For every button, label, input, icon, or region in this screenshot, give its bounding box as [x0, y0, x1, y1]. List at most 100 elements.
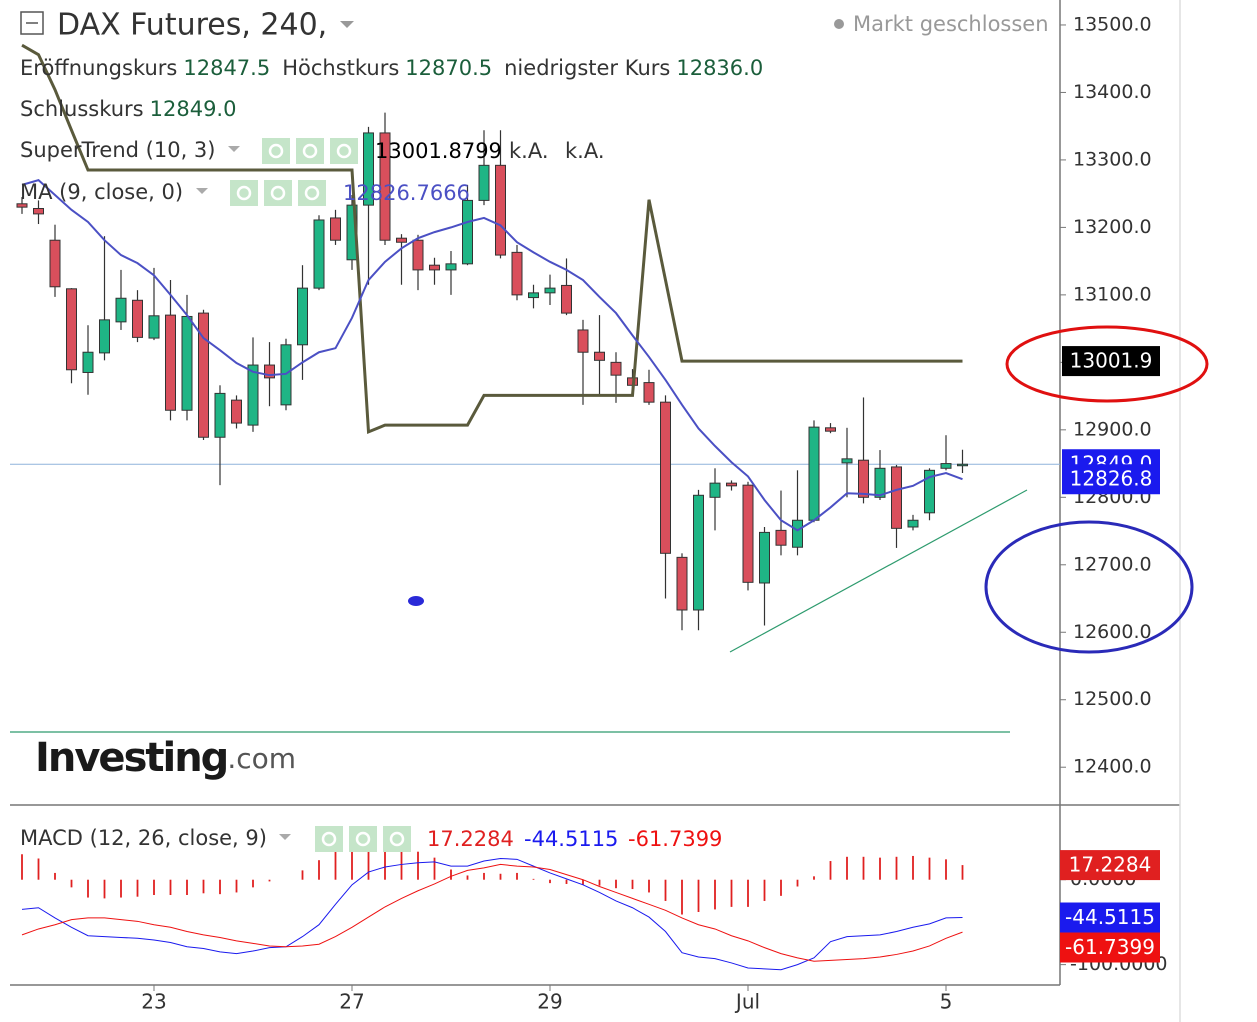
candle-body	[165, 314, 176, 411]
candle-body	[330, 217, 341, 241]
y-tick-label: 13100.0	[1073, 283, 1152, 305]
candle-body	[82, 351, 94, 373]
market-status: Markt geschlossen	[853, 12, 1049, 36]
candle-body	[511, 251, 523, 296]
indicator-value: 17.2284	[427, 827, 514, 851]
indicator-value: 12826.7666	[343, 181, 470, 205]
price-badge	[1062, 346, 1160, 377]
y-tick-label: 12600.0	[1073, 621, 1152, 643]
macd-line	[21, 857, 963, 971]
macd-line	[21, 863, 963, 962]
candle-body	[478, 164, 490, 201]
indicator-line	[21, 43, 963, 435]
candle-body	[858, 459, 869, 498]
indicator-icon[interactable]	[349, 826, 377, 852]
indicator-icon[interactable]	[264, 180, 292, 206]
candle-body	[99, 319, 110, 354]
marker-dot	[408, 596, 424, 606]
header: DAX Futures, 240, Markt geschlossen	[20, 8, 1049, 43]
indicator-name: MACD (12, 26, close, 9)	[20, 826, 267, 850]
indicator-icon[interactable]	[262, 138, 290, 164]
dropdown-arrow[interactable]	[228, 146, 240, 152]
candle-body	[115, 297, 127, 323]
y-tick-label: 13200.0	[1073, 216, 1152, 238]
candle-body	[379, 132, 391, 241]
candle-body	[132, 299, 143, 338]
candle-body	[693, 494, 704, 611]
dropdown-arrow[interactable]	[340, 21, 354, 28]
indicator-icon[interactable]	[330, 138, 358, 164]
trend-line	[729, 489, 1028, 653]
legend-value: 12849.0	[150, 97, 237, 121]
indicator-icon[interactable]	[230, 180, 258, 206]
candle-body	[841, 458, 853, 464]
indicator-icon[interactable]	[296, 138, 324, 164]
y-tick-label: 12400.0	[1073, 756, 1152, 778]
y-tick-label: 13400.0	[1073, 81, 1152, 103]
x-tick-label: 27	[339, 990, 364, 1014]
indicator-icon[interactable]	[298, 180, 326, 206]
candle-body	[891, 466, 902, 529]
ohlc-legend: Eröffnungskurs 12847.5 Höchstkurs 12870.5 ni…	[20, 56, 763, 80]
value-badge-label: 17.2284	[1069, 853, 1152, 877]
candle-body	[528, 292, 539, 299]
candle-body	[148, 315, 160, 339]
candle-body	[561, 284, 572, 314]
value-badge	[1060, 932, 1160, 963]
chart-title: DAX Futures, 240,	[57, 8, 327, 43]
candle-body	[643, 382, 655, 403]
legend-name: Höchstkurs	[282, 56, 399, 80]
indicator-icon	[304, 185, 320, 201]
candle-body	[957, 463, 968, 467]
candle-body	[709, 482, 721, 498]
price-badge	[1062, 464, 1160, 495]
highlight-ellipse	[1005, 325, 1209, 403]
candle-body	[610, 361, 622, 376]
candle-body	[412, 239, 424, 271]
indicator-value: -44.5115	[524, 827, 618, 851]
x-tick-label: 29	[537, 990, 562, 1014]
price-badge-label: 13001.9	[1070, 349, 1153, 373]
indicator-icon[interactable]	[383, 826, 411, 852]
indicator-icon[interactable]	[315, 826, 343, 852]
candle-body	[924, 469, 935, 514]
status-dot	[834, 19, 844, 29]
highlight-ellipse	[984, 520, 1194, 654]
x-tick-label: 5	[940, 990, 953, 1014]
indicator-icon	[268, 143, 284, 159]
candle-body	[396, 237, 407, 243]
dropdown-arrow[interactable]	[196, 188, 208, 194]
candle-body	[429, 264, 440, 271]
indicator-icon	[302, 143, 318, 159]
candle-body	[660, 401, 671, 554]
indicator-name: SuperTrend (10, 3)	[20, 138, 216, 162]
candle-body	[676, 556, 688, 611]
price-badge-label: 12826.8	[1070, 467, 1153, 491]
legend-name: niedrigster Kurs	[504, 56, 670, 80]
indicator-icon	[236, 185, 252, 201]
candle-body	[808, 426, 820, 521]
plot-area: 12400.012500.012600.012700.012800.012900…	[10, 13, 1168, 975]
y-tick-label: 12500.0	[1073, 688, 1152, 710]
candle-body	[214, 392, 226, 438]
candle-body	[297, 287, 308, 346]
candle-body	[462, 199, 473, 265]
value-badge	[1060, 902, 1160, 933]
candle-body	[874, 467, 886, 498]
value-badge-label: -61.7399	[1065, 935, 1155, 959]
collapse-icon[interactable]	[20, 11, 44, 35]
candle-body	[198, 312, 209, 438]
dropdown-arrow[interactable]	[279, 834, 291, 840]
candle-body	[907, 519, 919, 528]
indicator-note: k.A.	[565, 139, 605, 163]
candle-body	[33, 208, 44, 215]
candle-body	[247, 364, 259, 426]
indicator-icon	[355, 831, 371, 847]
candle-body	[825, 427, 836, 432]
indicator-value: -61.7399	[628, 827, 722, 851]
watermark: Investing	[35, 735, 227, 781]
candle-body	[594, 351, 605, 361]
legend-value: 12870.5	[405, 56, 492, 80]
candle-body	[495, 164, 506, 256]
